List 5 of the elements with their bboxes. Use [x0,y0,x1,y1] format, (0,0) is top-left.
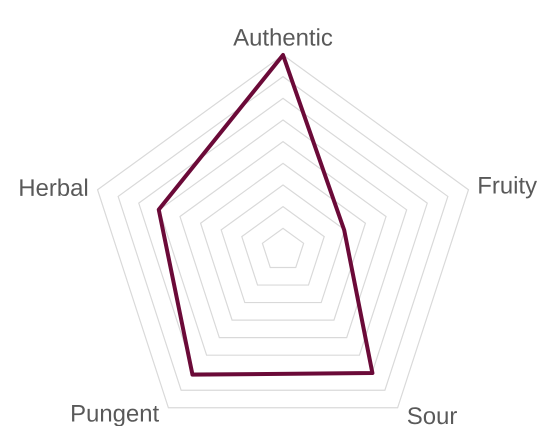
spoke-label: Authentic [233,28,332,46]
spoke-label: Herbal [20,178,88,196]
spoke-label: Fruity [479,176,538,198]
spoke-label: Pungent [72,405,159,426]
spoke-label: Sour [408,407,457,424]
